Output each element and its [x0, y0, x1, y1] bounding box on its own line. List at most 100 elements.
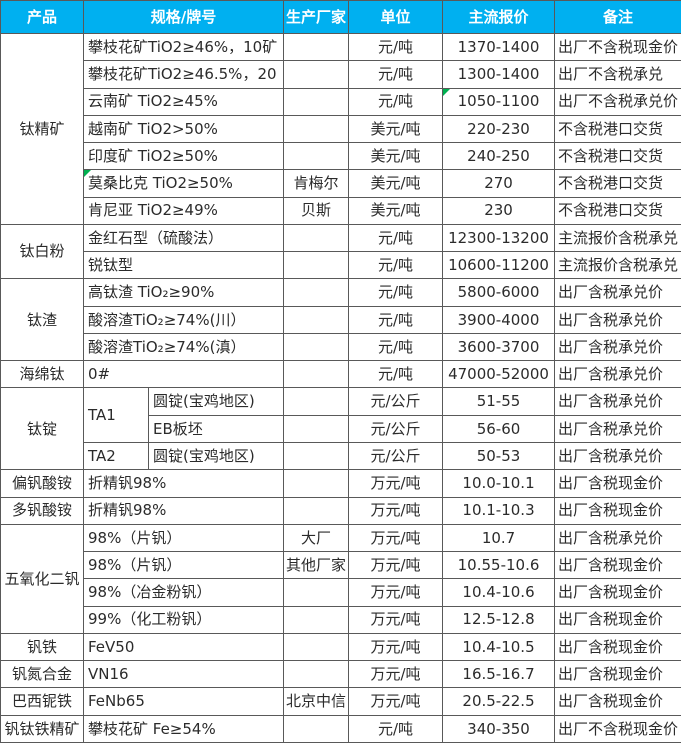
cell-spec[interactable]: 锐钛型 [82, 251, 285, 280]
cell-spec[interactable]: 折精钒98% [82, 469, 285, 498]
cell-spec[interactable]: 98%（冶金粉钒） [82, 578, 285, 607]
cell-mfr[interactable] [283, 251, 350, 280]
cell-mfr[interactable] [283, 60, 350, 89]
cell-remark[interactable]: 不含税港口交货 [554, 169, 681, 198]
cell-unit[interactable]: 元/吨 [348, 60, 444, 89]
cell-unit[interactable]: 元/吨 [348, 223, 444, 253]
header-price[interactable]: 主流报价 [442, 0, 556, 34]
cell-remark[interactable]: 出厂含税现金价 [554, 632, 681, 662]
cell-spec[interactable]: 云南矿 TiO2≥45% [82, 87, 285, 116]
cell-product[interactable]: 巴西铌铁 [0, 687, 84, 716]
cell-remark[interactable]: 主流报价含税承兑 [554, 223, 681, 253]
cell-unit[interactable]: 元/吨 [348, 332, 444, 362]
cell-product[interactable]: 钛精矿 [0, 33, 84, 225]
cell-product[interactable]: 钛白粉 [0, 223, 84, 280]
cell-unit[interactable]: 美元/吨 [348, 114, 444, 144]
cell-mfr[interactable]: 大厂 [283, 523, 350, 553]
cell-price[interactable]: 12300-13200 [442, 223, 556, 253]
cell-price[interactable]: 50-53 [442, 441, 556, 471]
cell-price[interactable]: 56-60 [442, 414, 556, 443]
cell-unit[interactable]: 万元/吨 [348, 551, 444, 580]
cell-price[interactable]: 10.55-10.6 [442, 551, 556, 580]
cell-mfr[interactable] [283, 32, 350, 62]
cell-price[interactable]: 10.1-10.3 [442, 496, 556, 525]
cell-product[interactable]: 偏钒酸铵 [0, 469, 84, 498]
cell-unit[interactable]: 元/吨 [348, 251, 444, 280]
cell-price[interactable]: 51-55 [442, 387, 556, 416]
cell-unit[interactable]: 美元/吨 [348, 196, 444, 225]
cell-price[interactable]: 10600-11200 [442, 251, 556, 280]
cell-mfr[interactable]: 北京中信 [283, 687, 350, 716]
cell-price[interactable]: 3900-4000 [442, 305, 556, 334]
cell-price[interactable]: 47000-52000 [442, 360, 556, 389]
cell-unit[interactable]: 元/公斤 [348, 441, 444, 471]
cell-remark[interactable]: 出厂含税现金价 [554, 496, 681, 525]
cell-product[interactable]: 钒钛铁精矿 [0, 714, 84, 743]
cell-unit[interactable]: 元/吨 [348, 714, 444, 743]
cell-price[interactable]: 240-250 [442, 142, 556, 171]
cell-price[interactable]: 1050-1100 [442, 87, 556, 116]
cell-mfr[interactable] [283, 714, 350, 743]
cell-mfr[interactable]: 肯梅尔 [283, 169, 350, 198]
cell-mfr[interactable]: 其他厂家 [283, 551, 350, 580]
cell-remark[interactable]: 出厂含税承兑价 [554, 387, 681, 416]
cell-mfr[interactable] [283, 578, 350, 607]
cell-unit[interactable]: 元/吨 [348, 360, 444, 389]
cell-mfr[interactable] [283, 441, 350, 471]
cell-product[interactable]: 海绵钛 [0, 360, 84, 389]
cell-price[interactable]: 270 [442, 169, 556, 198]
cell-spec[interactable]: 印度矿 TiO2≥50% [82, 142, 285, 171]
header-spec[interactable]: 规格/牌号 [82, 0, 285, 34]
cell-remark[interactable]: 出厂不含税现金价 [554, 714, 681, 743]
header-remark[interactable]: 备注 [554, 0, 681, 34]
cell-specA[interactable]: TA1 [83, 387, 149, 443]
cell-remark[interactable]: 出厂不含税承兑 [554, 60, 681, 89]
cell-remark[interactable]: 出厂含税承兑价 [554, 414, 681, 443]
cell-mfr[interactable] [283, 223, 350, 253]
cell-price[interactable]: 10.7 [442, 523, 556, 553]
cell-remark[interactable]: 出厂含税承兑价 [554, 523, 681, 553]
cell-remark[interactable]: 出厂含税承兑价 [554, 441, 681, 471]
cell-mfr[interactable] [283, 605, 350, 634]
cell-unit[interactable]: 元/公斤 [348, 387, 444, 416]
cell-product[interactable]: 钒铁 [0, 632, 84, 662]
cell-mfr[interactable] [283, 114, 350, 144]
cell-mfr[interactable] [283, 496, 350, 525]
cell-specB[interactable]: 圆锭(宝鸡地区) [147, 441, 285, 471]
cell-mfr[interactable] [283, 142, 350, 171]
cell-remark[interactable]: 出厂含税现金价 [554, 687, 681, 716]
cell-spec[interactable]: 莫桑比克 TiO2≥50% [82, 169, 285, 198]
cell-product[interactable]: 钛渣 [0, 278, 84, 362]
cell-spec[interactable]: 折精钒98% [82, 496, 285, 525]
cell-price[interactable]: 220-230 [442, 114, 556, 144]
header-product[interactable]: 产品 [0, 0, 84, 34]
cell-product[interactable]: 钒氮合金 [0, 660, 84, 689]
cell-remark[interactable]: 出厂含税承兑价 [554, 332, 681, 362]
cell-spec[interactable]: 攀枝花矿 Fe≥54% [82, 714, 285, 743]
cell-unit[interactable]: 元/吨 [348, 305, 444, 334]
cell-spec[interactable]: 0# [82, 360, 285, 389]
cell-price[interactable]: 230 [442, 196, 556, 225]
cell-unit[interactable]: 万元/吨 [348, 632, 444, 662]
cell-remark[interactable]: 出厂含税现金价 [554, 551, 681, 580]
cell-remark[interactable]: 出厂不含税承兑价 [554, 87, 681, 116]
cell-spec[interactable]: FeV50 [82, 632, 285, 662]
cell-unit[interactable]: 万元/吨 [348, 605, 444, 634]
cell-spec[interactable]: FeNb65 [82, 687, 285, 716]
cell-remark[interactable]: 出厂含税现金价 [554, 660, 681, 689]
cell-spec[interactable]: 酸溶渣TiO₂≥74%(滇） [82, 332, 285, 362]
cell-unit[interactable]: 元/公斤 [348, 414, 444, 443]
cell-price[interactable]: 1370-1400 [442, 32, 556, 62]
cell-unit[interactable]: 元/吨 [348, 87, 444, 116]
cell-specB[interactable]: EB板坯 [147, 414, 285, 443]
cell-product[interactable]: 钛锭 [0, 387, 84, 471]
cell-price[interactable]: 12.5-12.8 [442, 605, 556, 634]
cell-remark[interactable]: 不含税港口交货 [554, 114, 681, 144]
cell-unit[interactable]: 元/吨 [348, 278, 444, 307]
cell-mfr[interactable] [283, 387, 350, 416]
cell-specB[interactable]: 圆锭(宝鸡地区) [147, 387, 285, 416]
cell-mfr[interactable] [283, 87, 350, 116]
cell-remark[interactable]: 不含税港口交货 [554, 196, 681, 225]
cell-remark[interactable]: 出厂含税承兑价 [554, 278, 681, 307]
cell-unit[interactable]: 万元/吨 [348, 469, 444, 498]
